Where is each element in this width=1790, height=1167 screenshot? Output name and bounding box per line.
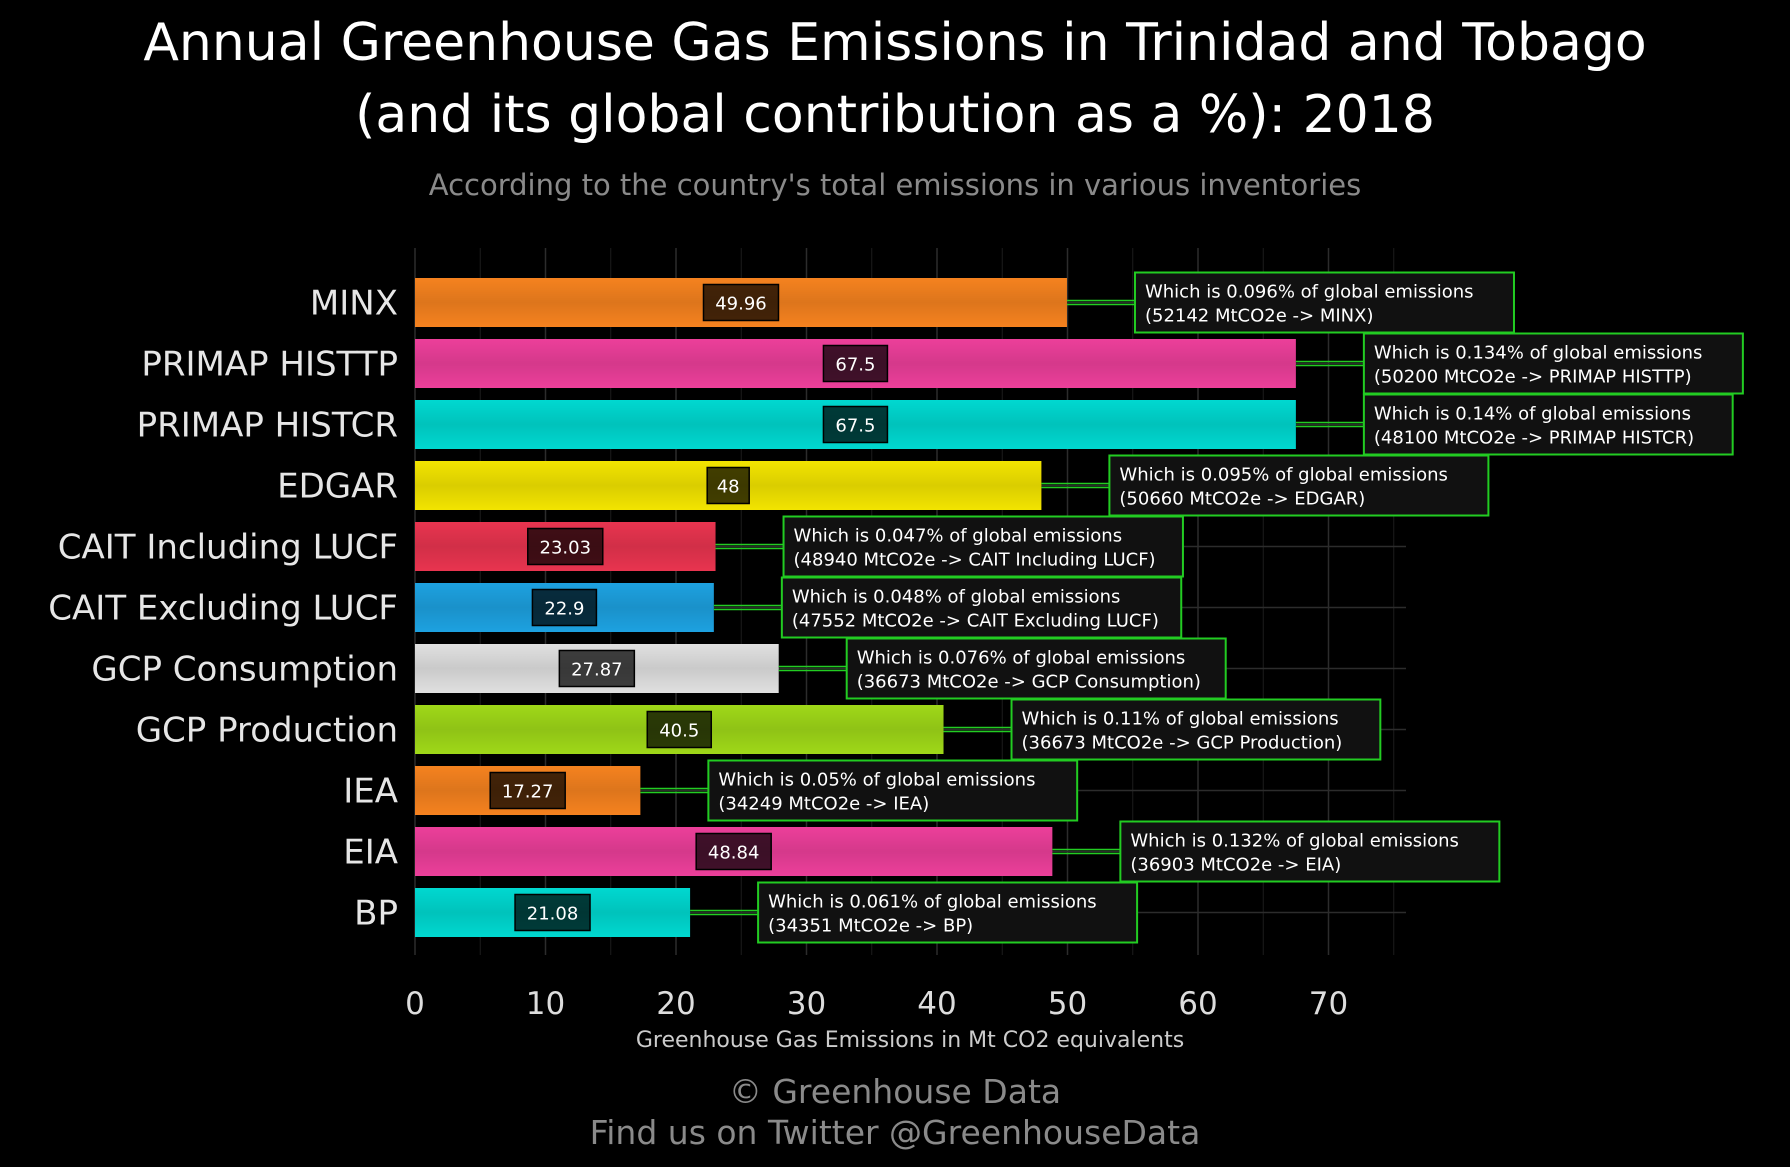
annotation-box	[1108, 454, 1490, 517]
category-label: EDGAR	[277, 467, 398, 507]
bars: 49.96 Which is 0.096% of global emissions…	[415, 271, 1744, 944]
annotation-text-line-2: (36673 MtCO2e -> GCP Production)	[1022, 733, 1343, 754]
annotation-text-line-1: Which is 0.096% of global emissions	[1145, 282, 1474, 303]
value-label: 48	[717, 477, 740, 498]
value-label-box	[514, 893, 591, 932]
value-label: 27.87	[571, 660, 623, 681]
annotation-box	[1010, 698, 1382, 761]
annotation-text-line-1: Which is 0.076% of global emissions	[857, 648, 1186, 669]
annotation-box	[1133, 271, 1515, 334]
value-label-box	[822, 405, 889, 444]
x-tick-label: 40	[917, 986, 956, 1022]
value-label: 17.27	[502, 782, 554, 803]
x-tick-label: 10	[526, 986, 565, 1022]
value-label-box	[702, 283, 780, 322]
annotation-box	[1119, 820, 1501, 883]
footer-credit: © Greenhouse Data	[728, 1072, 1062, 1111]
footer-twitter: Find us on Twitter @GreenhouseData	[589, 1113, 1201, 1152]
value-label-box	[822, 344, 889, 383]
category-label: GCP Production	[136, 711, 398, 751]
value-label-box	[646, 710, 713, 749]
category-label: EIA	[343, 833, 398, 873]
category-labels: MINX PRIMAP HISTTP PRIMAP HISTCR EDGAR CAIT …	[48, 284, 398, 934]
annotation-text-line-2: (34351 MtCO2e -> BP)	[768, 916, 973, 937]
annotation-text-line-2: (52142 MtCO2e -> MINX)	[1145, 306, 1374, 327]
annotation-box	[757, 881, 1139, 944]
annotation-text-line-1: Which is 0.134% of global emissions	[1374, 343, 1703, 364]
value-label: 22.9	[544, 599, 584, 620]
annotation-text-line-1: Which is 0.061% of global emissions	[768, 892, 1097, 913]
value-label: 67.5	[835, 355, 875, 376]
value-label-box	[531, 588, 598, 627]
annotation-text-line-2: (48100 MtCO2e -> PRIMAP HISTCR)	[1374, 428, 1694, 449]
category-label: GCP Consumption	[91, 650, 398, 690]
category-label: IEA	[343, 772, 398, 812]
value-label: 48.84	[708, 843, 760, 864]
x-tick-label: 20	[656, 986, 695, 1022]
x-tick-label: 70	[1309, 986, 1348, 1022]
annotation-text-line-1: Which is 0.14% of global emissions	[1374, 404, 1691, 425]
category-label: CAIT Including LUCF	[58, 528, 398, 568]
chart-title-line-1: Annual Greenhouse Gas Emissions in Trini…	[143, 13, 1647, 73]
value-label-box	[489, 771, 566, 810]
value-label: 21.08	[527, 904, 579, 925]
annotation-text-line-2: (50200 MtCO2e -> PRIMAP HISTTP)	[1374, 367, 1692, 388]
annotation-box	[780, 576, 1183, 639]
annotation-text-line-2: (50660 MtCO2e -> EDGAR)	[1119, 489, 1365, 510]
x-axis-ticks: 0 10 20 30 40 50 60 70	[405, 986, 1348, 1022]
value-label: 49.96	[715, 294, 767, 315]
value-label: 40.5	[659, 721, 699, 742]
x-tick-label: 30	[787, 986, 826, 1022]
category-label: PRIMAP HISTCR	[137, 406, 398, 446]
annotation-text-line-1: Which is 0.047% of global emissions	[794, 526, 1123, 547]
annotation-text-line-1: Which is 0.095% of global emissions	[1119, 465, 1448, 486]
value-label-box	[695, 832, 772, 871]
annotation-box	[1362, 332, 1744, 395]
annotation-text-line-1: Which is 0.048% of global emissions	[792, 587, 1121, 608]
x-tick-label: 50	[1048, 986, 1087, 1022]
category-label: BP	[354, 894, 398, 934]
category-label: MINX	[310, 284, 398, 324]
annotation-text-line-1: Which is 0.11% of global emissions	[1022, 709, 1339, 730]
category-label: CAIT Excluding LUCF	[48, 589, 398, 629]
annotation-text-line-2: (34249 MtCO2e -> IEA)	[718, 794, 929, 815]
chart-subtitle: According to the country's total emissio…	[428, 168, 1362, 202]
annotation-text-line-1: Which is 0.132% of global emissions	[1130, 831, 1459, 852]
annotation-text-line-2: (36903 MtCO2e -> EIA)	[1130, 855, 1341, 876]
annotation-box	[707, 759, 1079, 822]
annotation-text-line-1: Which is 0.05% of global emissions	[718, 770, 1035, 791]
x-tick-label: 60	[1178, 986, 1217, 1022]
value-label-box	[558, 649, 636, 688]
x-tick-label: 0	[405, 986, 425, 1022]
value-label: 23.03	[540, 538, 592, 559]
annotation-text-line-2: (47552 MtCO2e -> CAIT Excluding LUCF)	[792, 611, 1159, 632]
category-label: PRIMAP HISTTP	[141, 345, 398, 385]
value-label: 67.5	[835, 416, 875, 437]
annotation-text-line-2: (36673 MtCO2e -> GCP Consumption)	[857, 672, 1201, 693]
chart-title-line-2: (and its global contribution as a %): 20…	[355, 85, 1435, 145]
value-label-box	[706, 466, 750, 505]
annotation-box	[1362, 393, 1734, 456]
annotation-text-line-2: (48940 MtCO2e -> CAIT Including LUCF)	[794, 550, 1156, 571]
x-axis-label: Greenhouse Gas Emissions in Mt CO2 equiv…	[636, 1028, 1184, 1053]
value-label-box	[527, 527, 604, 566]
